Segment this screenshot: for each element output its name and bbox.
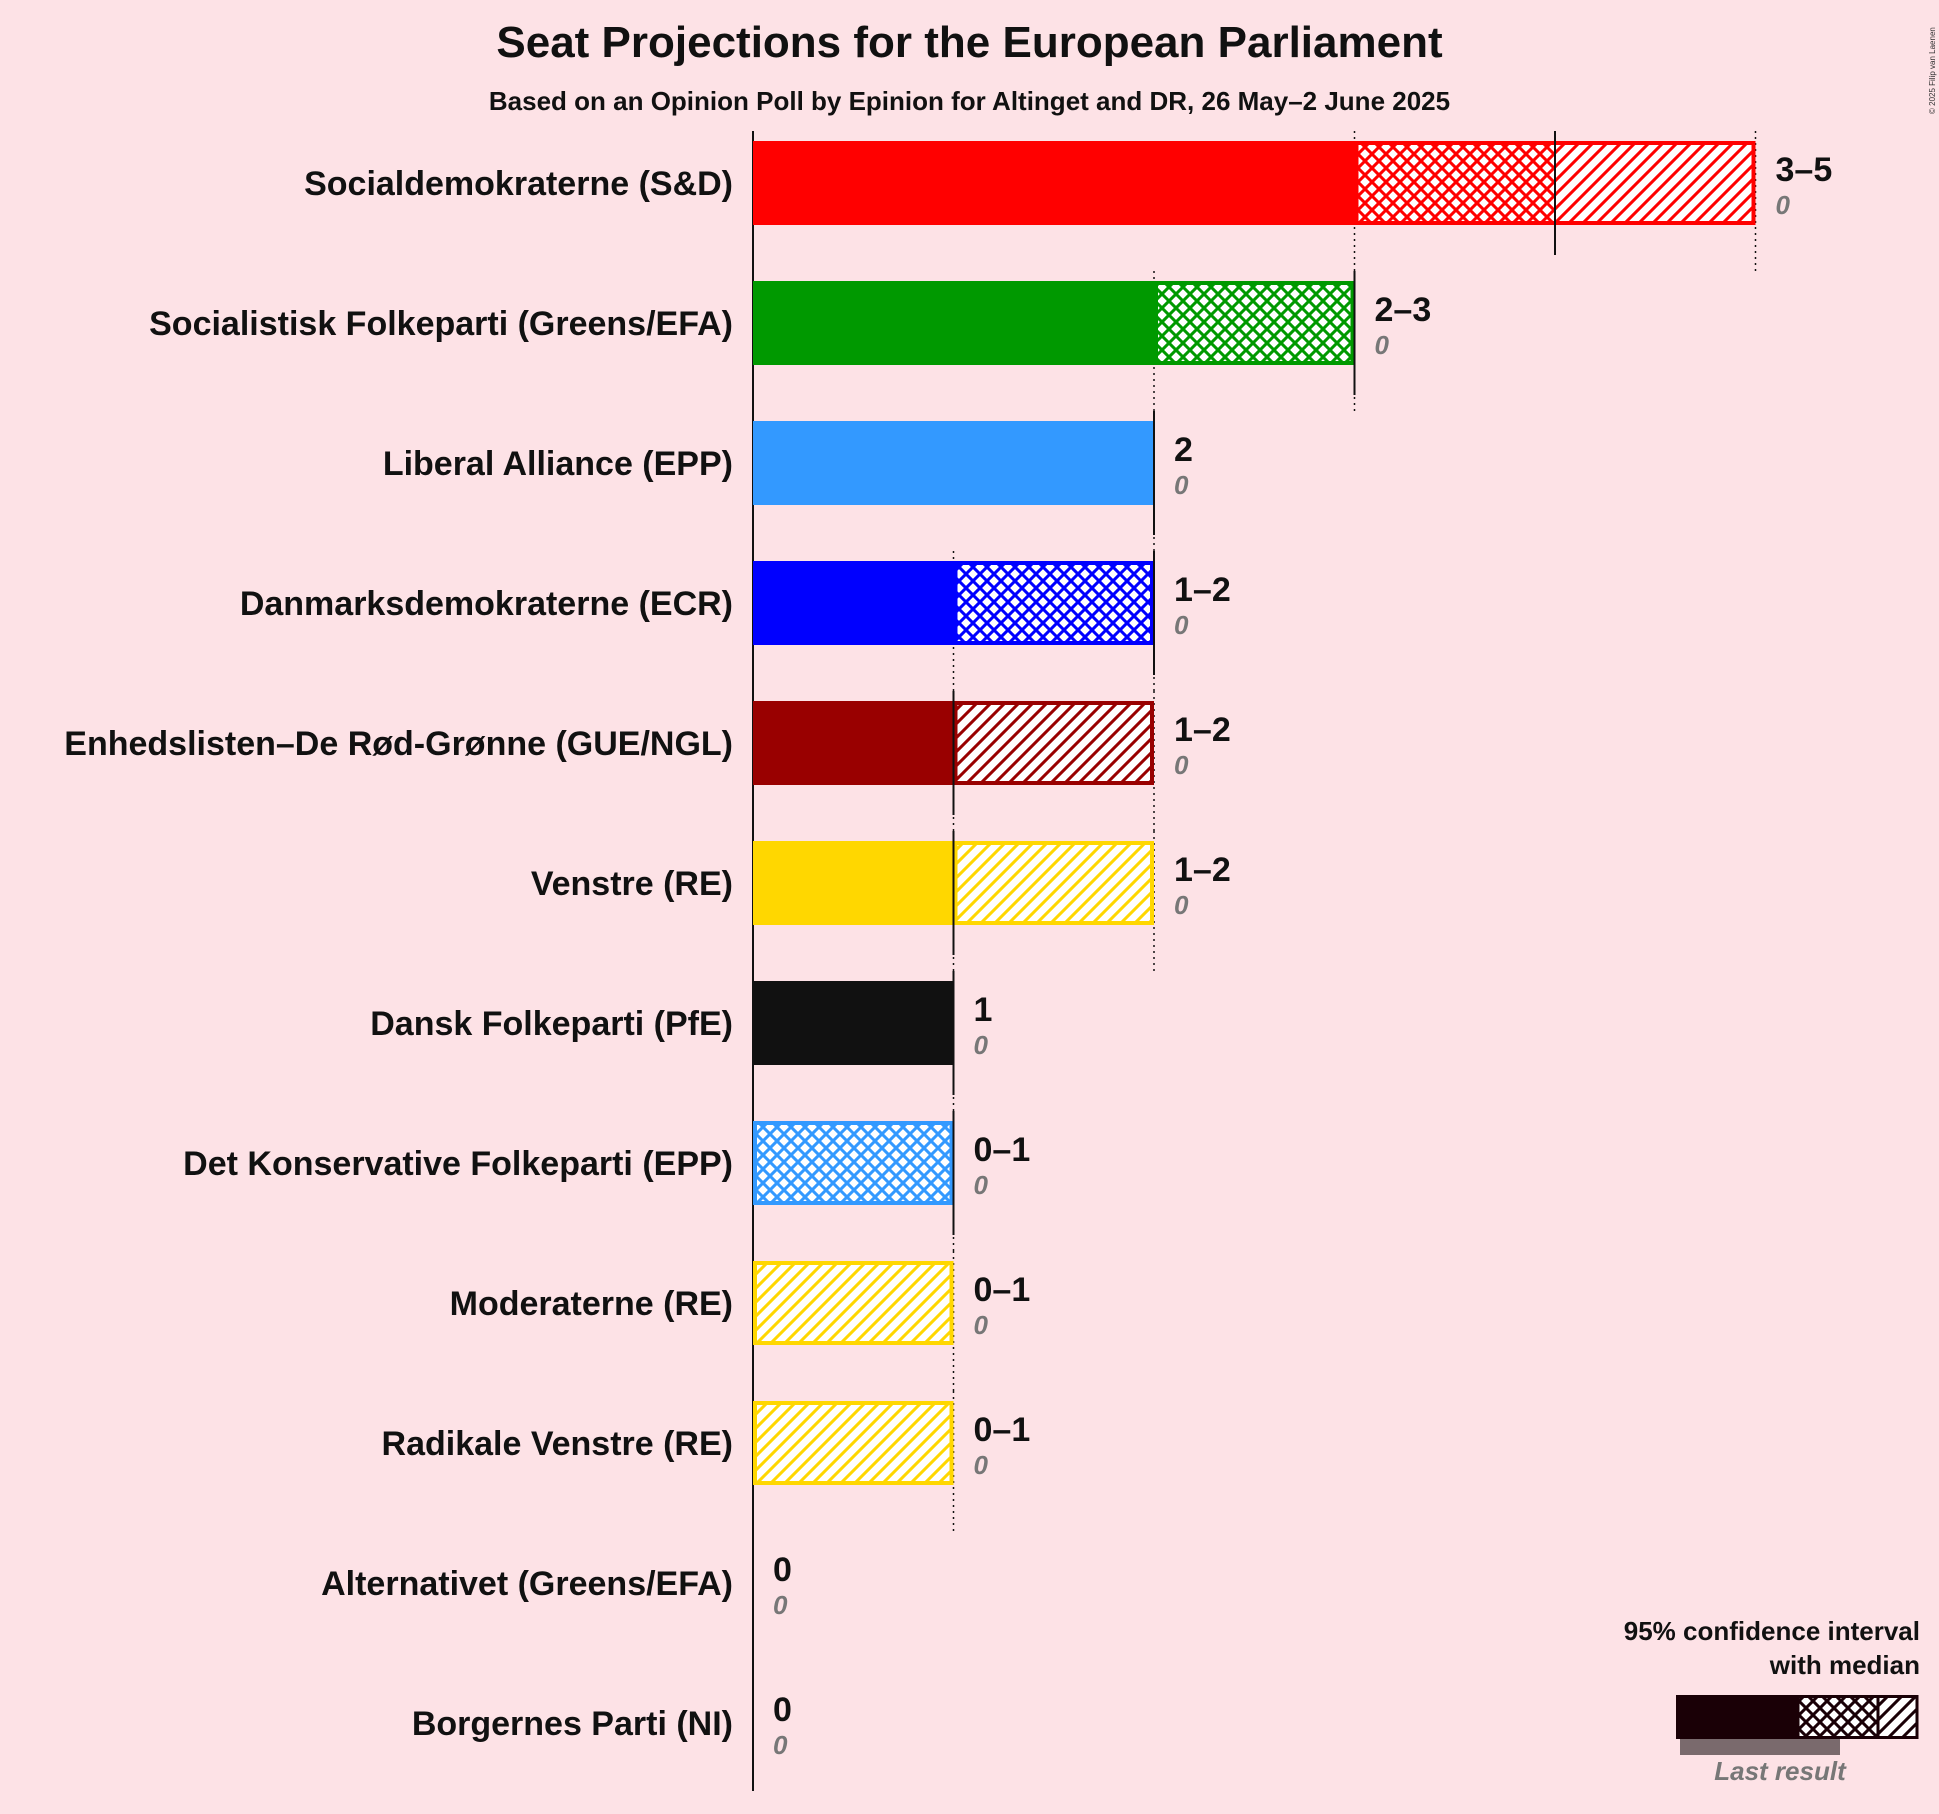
- legend-title: 95% confidence interval with median: [1560, 1614, 1920, 1682]
- bar-solid: [753, 561, 954, 645]
- party-name: Alternativet (Greens/EFA): [321, 1565, 733, 1603]
- party-name: Borgernes Parti (NI): [412, 1705, 733, 1743]
- legend-last-result-label: Last result: [1714, 1756, 1846, 1786]
- last-result-label: 0: [1174, 750, 1189, 780]
- range-label: 1–2: [1174, 851, 1231, 889]
- party-row: Enhedslisten–De Rød-Grønne (GUE/NGL) 1–20: [64, 691, 1231, 835]
- last-result-label: 0: [974, 1170, 989, 1200]
- chart-subtitle: Based on an Opinion Poll by Epinion for …: [488, 86, 1451, 116]
- legend-crosshatch-swatch: [1798, 1695, 1878, 1739]
- last-result-label: 0: [974, 1450, 989, 1480]
- party-row: Socialistisk Folkeparti (Greens/EFA) 2–30: [149, 271, 1431, 415]
- legend-title-line2: with median: [1769, 1650, 1920, 1680]
- legend-swatch: [1676, 1695, 1919, 1755]
- party-name: Dansk Folkeparti (PfE): [370, 1005, 733, 1043]
- last-result-label: 0: [1174, 610, 1189, 640]
- bar-crosshatch: [1154, 281, 1355, 365]
- party-row: Det Konservative Folkeparti (EPP) 0–10: [183, 1111, 1030, 1255]
- range-label: 1: [974, 991, 993, 1029]
- bar-crosshatch: [753, 1121, 954, 1205]
- party-row: Moderaterne (RE) 0–10: [450, 1251, 1031, 1395]
- range-label: 2: [1174, 431, 1193, 469]
- last-result-label: 0: [1174, 890, 1189, 920]
- bar-crosshatch: [953, 561, 1154, 645]
- bar-hatch: [753, 1401, 954, 1485]
- bar-hatch: [953, 841, 1154, 925]
- party-name: Venstre (RE): [531, 865, 733, 903]
- party-name: Socialistisk Folkeparti (Greens/EFA): [149, 305, 733, 343]
- bar-hatch: [753, 1261, 954, 1345]
- chart-title: Seat Projections for the European Parlia…: [496, 18, 1443, 67]
- last-result-label: 0: [974, 1030, 989, 1060]
- bar-interval-outline: [953, 561, 1154, 645]
- range-label: 0–1: [974, 1131, 1031, 1169]
- last-result-label: 0: [974, 1310, 989, 1340]
- party-row: Alternativet (Greens/EFA) 00: [321, 1551, 792, 1620]
- party-name: Moderaterne (RE): [450, 1285, 733, 1323]
- range-label: 2–3: [1375, 291, 1432, 329]
- bar-solid: [753, 281, 1154, 365]
- bar-solid: [753, 981, 954, 1065]
- bar-interval-outline: [753, 1121, 954, 1205]
- party-name: Socialdemokraterne (S&D): [304, 165, 733, 203]
- last-result-label: 0: [1375, 330, 1390, 360]
- party-row: Radikale Venstre (RE) 0–10: [382, 1391, 1031, 1535]
- party-row: Socialdemokraterne (S&D) 3–50: [304, 131, 1832, 275]
- legend-title-line1: 95% confidence interval: [1623, 1616, 1920, 1646]
- legend-last-result-bar: [1680, 1739, 1840, 1755]
- legend-hatch-swatch: [1878, 1695, 1918, 1739]
- bar-hatch: [1555, 141, 1756, 225]
- last-result-label: 0: [773, 1590, 788, 1620]
- bar-hatch: [953, 701, 1154, 785]
- range-label: 0: [773, 1551, 792, 1589]
- bar-solid: [753, 701, 954, 785]
- range-label: 0: [773, 1691, 792, 1729]
- last-result-label: 0: [1776, 190, 1791, 220]
- last-result-label: 0: [773, 1730, 788, 1760]
- party-row: Dansk Folkeparti (PfE) 10: [370, 971, 992, 1115]
- range-label: 1–2: [1174, 571, 1231, 609]
- bar-interval-outline: [1154, 281, 1355, 365]
- party-name: Liberal Alliance (EPP): [383, 445, 733, 483]
- last-result-label: 0: [1174, 470, 1189, 500]
- range-label: 3–5: [1776, 151, 1833, 189]
- party-name: Danmarksdemokraterne (ECR): [240, 585, 733, 623]
- party-name: Radikale Venstre (RE): [382, 1425, 733, 1463]
- bar-solid: [753, 141, 1355, 225]
- party-row: Venstre (RE) 1–20: [531, 831, 1231, 975]
- legend-solid-swatch: [1676, 1695, 1798, 1739]
- range-label: 1–2: [1174, 711, 1231, 749]
- range-label: 0–1: [974, 1411, 1031, 1449]
- bar-interval-outline: [753, 1401, 954, 1485]
- bar-solid: [753, 421, 1154, 505]
- party-name: Det Konservative Folkeparti (EPP): [183, 1145, 733, 1183]
- legend-interval-outline: [1796, 1695, 1919, 1739]
- party-row: Liberal Alliance (EPP) 20: [383, 411, 1193, 555]
- party-row: Borgernes Parti (NI) 00: [412, 1691, 792, 1760]
- bar-interval-outline: [953, 841, 1154, 925]
- bar-interval-outline: [753, 1261, 954, 1345]
- party-name: Enhedslisten–De Rød-Grønne (GUE/NGL): [64, 725, 733, 763]
- bar-solid: [753, 841, 954, 925]
- bar-crosshatch: [1354, 141, 1555, 225]
- bar-interval-outline: [953, 701, 1154, 785]
- party-row: Danmarksdemokraterne (ECR) 1–20: [240, 551, 1231, 695]
- range-label: 0–1: [974, 1271, 1031, 1309]
